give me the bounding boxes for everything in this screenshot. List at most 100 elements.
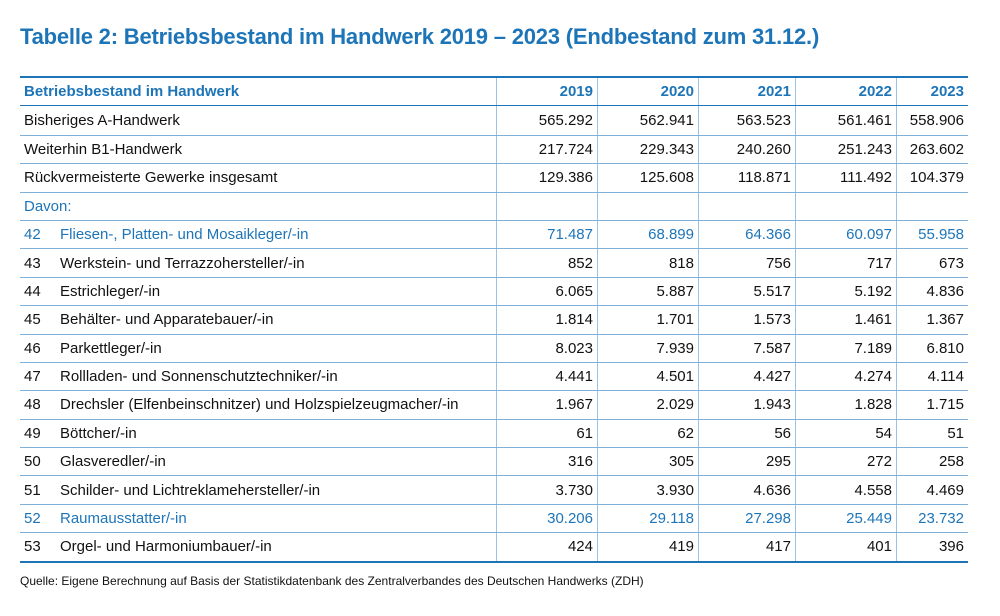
value-cell-2023: 1.367 xyxy=(896,306,968,334)
table-row: 51 Schilder- und Lichtreklamehersteller/-… xyxy=(20,475,968,504)
value-cell-2021: 240.260 xyxy=(698,135,795,164)
table-section-row: Davon: xyxy=(20,191,968,220)
table-row: Bisheriges A-Handwerk 565.292 562.941 563.5… xyxy=(20,106,968,135)
value-cell-2023: 104.379 xyxy=(896,164,968,192)
row-label: Fliesen-, Platten- und Mosaikleger/-in xyxy=(60,226,309,244)
value-cell-2019: 4.441 xyxy=(496,362,597,391)
row-label: Behälter- und Apparatebauer/-in xyxy=(60,311,274,329)
value-cell-2021: 4.636 xyxy=(698,476,795,504)
value-cell-2019: 1.967 xyxy=(496,391,597,419)
value-cell-2022: 7.189 xyxy=(795,334,896,362)
value-cell-2019: 1.814 xyxy=(496,306,597,334)
value-cell-2023 xyxy=(896,192,968,220)
source-note: Quelle: Eigene Berechnung auf Basis der … xyxy=(20,574,644,588)
row-label-cell: 52 Raumausstatter/-in xyxy=(20,505,496,532)
value-cell-2019: 316 xyxy=(496,448,597,476)
value-cell-2019: 61 xyxy=(496,419,597,448)
value-cell-2019: 565.292 xyxy=(496,106,597,135)
row-number: 43 xyxy=(24,254,41,272)
value-cell-2021: 56 xyxy=(698,419,795,448)
value-cell-2020: 4.501 xyxy=(597,362,698,391)
row-label-cell: 42 Fliesen-, Platten- und Mosaikleger/-in xyxy=(20,221,496,248)
row-label: Weiterhin B1-Handwerk xyxy=(24,140,183,158)
row-label-cell: 44 Estrichleger/-in xyxy=(20,278,496,305)
row-label: Rückvermeisterte Gewerke insgesamt xyxy=(24,169,278,187)
value-cell-2020: 2.029 xyxy=(597,391,698,419)
value-cell-2023: 396 xyxy=(896,533,968,561)
row-number: 47 xyxy=(24,368,41,386)
row-label: Parkettleger/-in xyxy=(60,339,162,357)
value-cell-2020: 419 xyxy=(597,533,698,561)
row-label-cell: Weiterhin B1-Handwerk xyxy=(20,136,496,163)
value-cell-2021 xyxy=(698,192,795,220)
data-table: Betriebsbestand im Handwerk 2019 2020 20… xyxy=(20,76,968,563)
table-row: Rückvermeisterte Gewerke insgesamt 129.38… xyxy=(20,163,968,192)
row-number: 45 xyxy=(24,311,41,329)
value-cell-2019 xyxy=(496,192,597,220)
table-title: Tabelle 2: Betriebsbestand im Handwerk 2… xyxy=(20,24,820,49)
value-cell-2021: 5.517 xyxy=(698,277,795,306)
row-label-cell: 48 Drechsler (Elfenbeinschnitzer) und Hol… xyxy=(20,391,496,418)
row-number: 51 xyxy=(24,481,41,499)
value-cell-2022: 25.449 xyxy=(795,504,896,533)
value-cell-2023: 263.602 xyxy=(896,135,968,164)
value-cell-2023: 258 xyxy=(896,448,968,476)
value-cell-2021: 1.943 xyxy=(698,391,795,419)
value-cell-2023: 23.732 xyxy=(896,504,968,533)
row-label-cell: 49 Böttcher/-in xyxy=(20,420,496,447)
value-cell-2022: 4.558 xyxy=(795,476,896,504)
value-cell-2021: 563.523 xyxy=(698,106,795,135)
row-number: 42 xyxy=(24,226,41,244)
value-cell-2022 xyxy=(795,192,896,220)
value-cell-2021: 756 xyxy=(698,249,795,277)
row-number: 44 xyxy=(24,282,41,300)
value-cell-2019: 8.023 xyxy=(496,334,597,362)
row-label: Raumausstatter/-in xyxy=(60,510,187,528)
table-row: 46 Parkettleger/-in 8.023 7.939 7.587 7.189 6.… xyxy=(20,333,968,362)
row-label-cell: 47 Rollladen- und Sonnenschutztechniker/-… xyxy=(20,363,496,390)
table-row: Weiterhin B1-Handwerk 217.724 229.343 240.2… xyxy=(20,134,968,164)
row-label: Davon: xyxy=(24,197,72,215)
value-cell-2019: 3.730 xyxy=(496,476,597,504)
value-cell-2022: 111.492 xyxy=(795,164,896,192)
value-cell-2020: 125.608 xyxy=(597,164,698,192)
value-cell-2019: 30.206 xyxy=(496,504,597,533)
header-year-2021: 2021 xyxy=(698,78,795,106)
value-cell-2023: 55.958 xyxy=(896,220,968,249)
value-cell-2020: 562.941 xyxy=(597,106,698,135)
value-cell-2022: 1.461 xyxy=(795,306,896,334)
row-label: Bisheriges A-Handwerk xyxy=(24,112,180,130)
value-cell-2019: 6.065 xyxy=(496,277,597,306)
value-cell-2022: 401 xyxy=(795,533,896,561)
value-cell-2023: 6.810 xyxy=(896,334,968,362)
row-number: 52 xyxy=(24,510,41,528)
value-cell-2023: 4.114 xyxy=(896,362,968,391)
value-cell-2021: 27.298 xyxy=(698,504,795,533)
value-cell-2020: 229.343 xyxy=(597,135,698,164)
row-label-cell: Bisheriges A-Handwerk xyxy=(20,106,496,134)
value-cell-2022: 4.274 xyxy=(795,362,896,391)
value-cell-2023: 558.906 xyxy=(896,106,968,135)
value-cell-2020: 305 xyxy=(597,448,698,476)
row-label: Schilder- und Lichtreklamehersteller/-in xyxy=(60,481,321,499)
value-cell-2020: 5.887 xyxy=(597,277,698,306)
value-cell-2021: 7.587 xyxy=(698,334,795,362)
table-row: 44 Estrichleger/-in 6.065 5.887 5.517 5.192 4.… xyxy=(20,276,968,306)
value-cell-2022: 272 xyxy=(795,448,896,476)
value-cell-2022: 251.243 xyxy=(795,135,896,164)
value-cell-2020: 68.899 xyxy=(597,220,698,249)
value-cell-2020 xyxy=(597,192,698,220)
header-year-2022: 2022 xyxy=(795,78,896,106)
row-label: Orgel- und Harmoniumbauer/-in xyxy=(60,538,272,556)
table-row: 53 Orgel- und Harmoniumbauer/-in 424 419 417… xyxy=(20,532,968,561)
row-label: Drechsler (Elfenbeinschnitzer) und Holzs… xyxy=(60,396,459,414)
row-label-cell: 45 Behälter- und Apparatebauer/-in xyxy=(20,306,496,333)
row-number: 46 xyxy=(24,339,41,357)
header-label: Betriebsbestand im Handwerk xyxy=(24,83,240,101)
table-header-row: Betriebsbestand im Handwerk 2019 2020 20… xyxy=(20,78,968,107)
table-row: 43 Werkstein- und Terrazzohersteller/-in 8… xyxy=(20,248,968,277)
value-cell-2021: 118.871 xyxy=(698,164,795,192)
value-cell-2023: 4.836 xyxy=(896,277,968,306)
value-cell-2019: 852 xyxy=(496,249,597,277)
row-label: Estrichleger/-in xyxy=(60,282,161,300)
